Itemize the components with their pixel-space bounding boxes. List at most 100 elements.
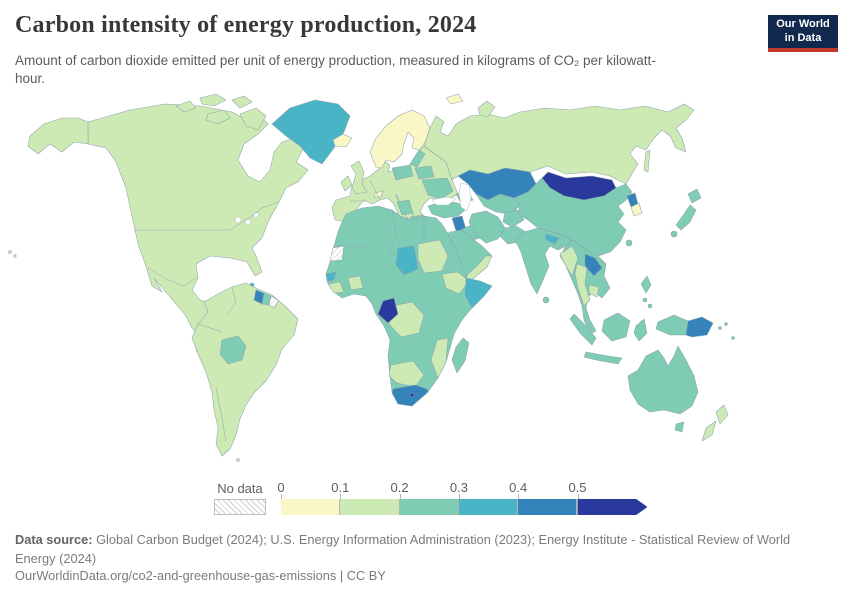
region-papua-new-guinea[interactable] bbox=[685, 316, 714, 338]
region-russia[interactable] bbox=[423, 103, 695, 185]
border-europe bbox=[350, 167, 397, 202]
region-sakhalin[interactable] bbox=[643, 149, 651, 173]
region-somalia[interactable] bbox=[464, 277, 493, 309]
owid-logo-line2: in Data bbox=[784, 31, 822, 44]
region-myanmar[interactable] bbox=[559, 245, 579, 277]
region-philippines[interactable] bbox=[647, 303, 653, 309]
legend-bin-b6[interactable] bbox=[577, 499, 648, 515]
region-svalbard[interactable] bbox=[445, 93, 464, 105]
region-falkland-islands[interactable] bbox=[236, 458, 240, 462]
region-poland[interactable] bbox=[391, 164, 414, 181]
legend-tick-label: 0.2 bbox=[390, 480, 409, 495]
data-source-line2: Energy (2024) bbox=[15, 551, 97, 567]
region-australia[interactable] bbox=[627, 345, 699, 415]
data-source-line1: Global Carbon Budget (2024); U.S. Energy… bbox=[96, 532, 791, 547]
border-south-america bbox=[197, 286, 237, 443]
region-philippines[interactable] bbox=[642, 297, 648, 303]
border-us-canada bbox=[134, 201, 279, 231]
legend-tick-label: 0 bbox=[277, 480, 285, 495]
page-title: Carbon intensity of energy production, 2… bbox=[15, 12, 477, 38]
chart-subtitle: Amount of carbon dioxide emitted per uni… bbox=[15, 53, 656, 87]
legend-bin-b2[interactable] bbox=[340, 499, 400, 515]
region-belarus[interactable] bbox=[414, 165, 435, 180]
region-laos[interactable] bbox=[584, 253, 603, 277]
great-lakes bbox=[234, 216, 242, 224]
legend-tick-label: 0.4 bbox=[509, 480, 528, 495]
region-senegal[interactable] bbox=[325, 271, 337, 282]
legend-color-bar bbox=[281, 499, 648, 515]
legend-tick-label: 0.1 bbox=[331, 480, 350, 495]
region-north-america[interactable] bbox=[87, 103, 309, 379]
region-scandinavia[interactable] bbox=[369, 109, 431, 169]
region-melanesia[interactable] bbox=[718, 326, 722, 330]
black-sea bbox=[431, 196, 457, 206]
legend-no-data-label: No data bbox=[217, 481, 263, 496]
region-sri-lanka[interactable] bbox=[542, 296, 550, 304]
region-chad[interactable] bbox=[395, 245, 419, 276]
region-madagascar[interactable] bbox=[451, 337, 470, 374]
region-afghanistan[interactable] bbox=[502, 209, 525, 228]
region-ukraine[interactable] bbox=[421, 177, 454, 200]
region-hawaii[interactable] bbox=[13, 254, 17, 258]
region-lesotho[interactable] bbox=[409, 392, 415, 398]
region-guinea[interactable] bbox=[327, 281, 345, 294]
region-new-guinea-west[interactable] bbox=[655, 314, 689, 336]
region-sudan[interactable] bbox=[417, 239, 449, 274]
region-iran[interactable] bbox=[468, 210, 506, 244]
legend-bin-b3[interactable] bbox=[399, 499, 459, 515]
region-tasmania[interactable] bbox=[674, 421, 685, 433]
legend-bin-b4[interactable] bbox=[458, 499, 519, 515]
region-switzerland[interactable] bbox=[373, 190, 384, 198]
legend-tick-label: 0.3 bbox=[449, 480, 468, 495]
region-ethiopia[interactable] bbox=[441, 271, 470, 295]
region-sumatra[interactable] bbox=[569, 313, 597, 346]
region-western-sahara[interactable] bbox=[329, 245, 345, 262]
border-us-mexico bbox=[147, 267, 198, 287]
region-burkina-benin[interactable] bbox=[347, 275, 364, 291]
world-choropleth-map bbox=[8, 93, 735, 462]
region-nepal[interactable] bbox=[544, 233, 560, 245]
region-arctic-islands[interactable] bbox=[175, 93, 267, 131]
legend-tick-label: 0.5 bbox=[568, 480, 587, 495]
legend-bin-b5[interactable] bbox=[518, 499, 578, 515]
owid-logo[interactable]: Our World in Data bbox=[768, 15, 838, 52]
region-uk[interactable] bbox=[350, 160, 368, 195]
region-java[interactable] bbox=[583, 351, 623, 365]
region-korea-south[interactable] bbox=[630, 202, 643, 217]
region-melanesia[interactable] bbox=[724, 322, 728, 326]
border-africa bbox=[336, 209, 425, 257]
region-ireland[interactable] bbox=[340, 175, 353, 192]
region-alaska[interactable] bbox=[27, 117, 89, 155]
owid-logo-line1: Our World bbox=[776, 18, 830, 30]
region-melanesia[interactable] bbox=[731, 336, 735, 340]
region-novaya-zemlya[interactable] bbox=[477, 100, 496, 118]
region-cambodia[interactable] bbox=[588, 284, 600, 298]
map-legend: No data 0 0.1 0.2 0.3 0.4 0.5 bbox=[0, 480, 850, 520]
region-balkans[interactable] bbox=[396, 199, 414, 216]
region-baltics[interactable] bbox=[409, 149, 426, 168]
region-thailand[interactable] bbox=[574, 263, 591, 307]
footer-link[interactable]: OurWorldinData.org/co2-and-greenhouse-ga… bbox=[15, 568, 386, 583]
region-bolivia[interactable] bbox=[219, 335, 247, 365]
region-hawaii[interactable] bbox=[8, 250, 12, 254]
region-japan[interactable] bbox=[675, 188, 702, 231]
region-taiwan[interactable] bbox=[625, 239, 633, 247]
region-japan[interactable] bbox=[670, 230, 678, 238]
region-iceland[interactable] bbox=[332, 133, 353, 148]
region-mozambique[interactable] bbox=[430, 337, 449, 379]
legend-bin-b1[interactable] bbox=[281, 499, 341, 515]
region-drc[interactable] bbox=[388, 301, 425, 338]
region-french-guiana[interactable] bbox=[268, 295, 279, 309]
region-congo[interactable] bbox=[377, 297, 399, 324]
region-south-america[interactable] bbox=[191, 282, 299, 457]
footer-source: Data source: Global Carbon Budget (2024)… bbox=[15, 530, 835, 568]
region-philippines[interactable] bbox=[640, 275, 652, 294]
great-lakes bbox=[245, 219, 251, 225]
region-new-zealand[interactable] bbox=[701, 404, 729, 442]
region-sulawesi[interactable] bbox=[633, 318, 648, 342]
region-borneo[interactable] bbox=[601, 312, 631, 342]
region-india[interactable] bbox=[514, 227, 573, 295]
legend-no-data-swatch[interactable] bbox=[214, 499, 266, 515]
caspian-sea bbox=[458, 182, 472, 212]
